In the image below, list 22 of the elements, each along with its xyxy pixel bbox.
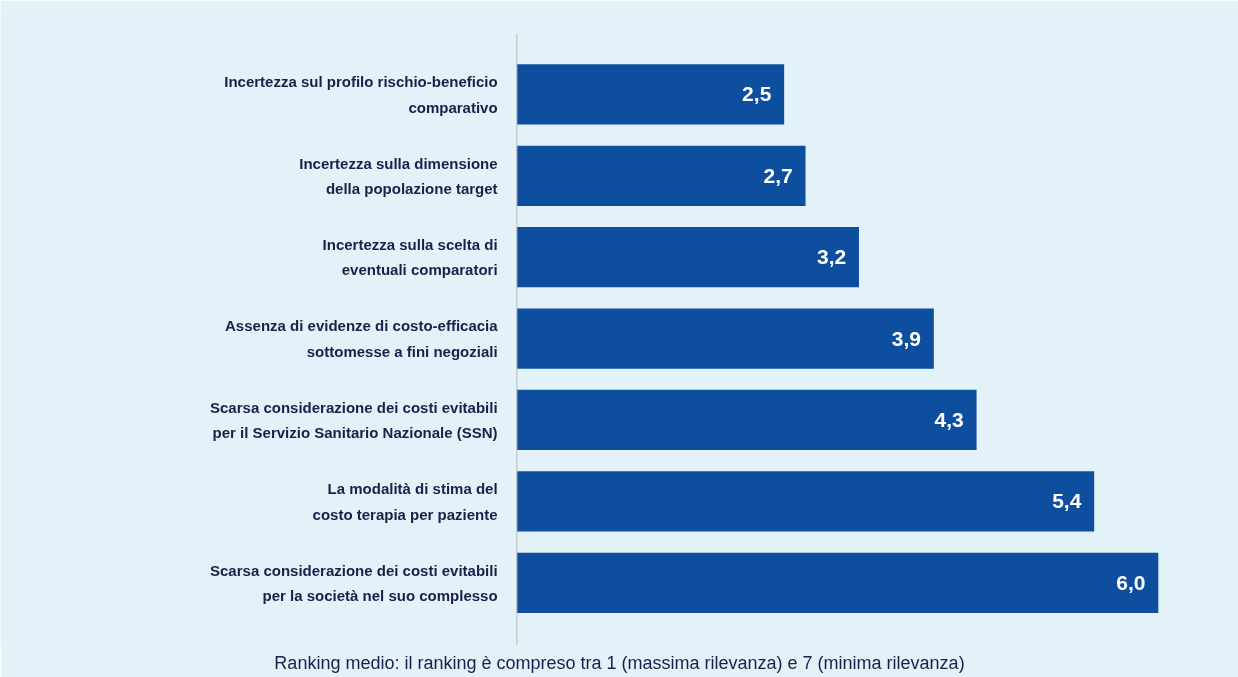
text: Ranking medio: il ranking è compreso tra 1 (massima rilevanza) e 7 (minima rilevanza) (274, 652, 965, 673)
y-tick-label: Scarsa considerazione dei costi evitabili per la società nel suo complesso (210, 561, 498, 605)
data-label: 6,0 (1116, 570, 1146, 594)
bar (516, 145, 806, 206)
bar (516, 389, 977, 451)
data-label: 2,5 (742, 82, 772, 106)
y-tick-label: La modalità di stima del costo terapia per paziente (312, 480, 498, 523)
y-tick-label: Incertezza sul profilo rischio-beneficio comparativo (224, 73, 498, 116)
y-tick-label: Incertezza sulla dimensione della popolazione target (299, 154, 498, 198)
bar (516, 308, 934, 369)
data-label: 3,2 (816, 245, 847, 269)
bar (516, 552, 1159, 613)
bar (516, 471, 1095, 532)
y-tick-label: Scarsa considerazione dei costi evitabili per il Servizio Sanitario Nazionale (SSN) (210, 398, 498, 442)
y-tick-label: Incertezza sulla scelta di eventuali comparatori (322, 235, 498, 279)
data-label: 4,3 (934, 407, 964, 431)
y-tick-label: Assenza di evidenze di costo-efficacia sottomesse a fini negoziali (225, 317, 499, 360)
data-label: 5,4 (1052, 489, 1082, 513)
bar (516, 64, 785, 125)
data-label: 3,9 (891, 326, 921, 350)
data-label: 2,7 (763, 163, 793, 187)
bar (516, 227, 859, 288)
